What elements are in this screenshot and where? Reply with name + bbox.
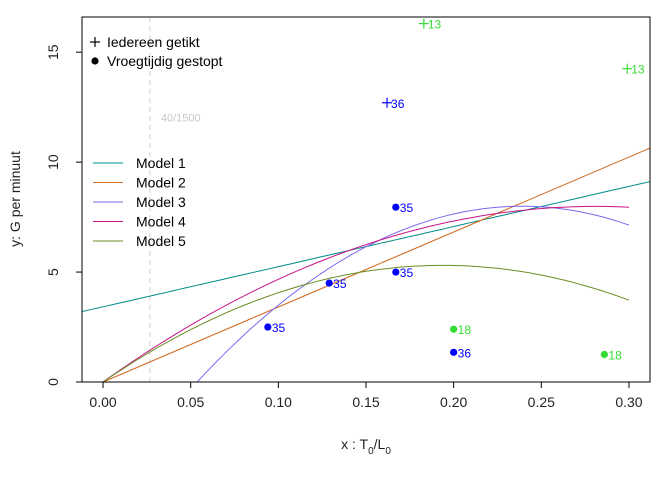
- y-axis-label: y: G per minuut: [7, 151, 23, 247]
- legend-model-label: Model 3: [136, 194, 186, 210]
- x-tick-label: 0.00: [89, 394, 116, 410]
- y-tick-label: 0: [45, 378, 61, 386]
- dot-marker: [392, 268, 400, 276]
- y-tick-label: 10: [45, 154, 61, 170]
- x-axis: 0.00 0.05 0.10 0.15 0.20 0.25 0.30: [89, 382, 643, 410]
- legend-model-label: Model 1: [136, 155, 186, 171]
- model-curves: [82, 147, 650, 382]
- legend-model-label: Model 5: [136, 233, 186, 249]
- point-label: 13: [631, 63, 645, 77]
- svg-text:x : T0/L0: x : T0/L0: [341, 436, 391, 457]
- legend-models: Model 1 Model 2 Model 3 Model 4 Model 5: [93, 155, 186, 249]
- data-points: 36 13 13 35 35 35 35 36 18 18: [264, 18, 645, 363]
- x-tick-label: 0.30: [615, 394, 642, 410]
- dot-marker: [392, 203, 400, 211]
- x-tick-label: 0.10: [265, 394, 292, 410]
- x-tick-label: 0.05: [177, 394, 204, 410]
- plot-background: [82, 17, 650, 382]
- x-tick-label: 0.15: [352, 394, 379, 410]
- series-line-model-2: [102, 147, 650, 382]
- legend-model-label: Model 4: [136, 214, 186, 230]
- point-label: 18: [458, 323, 472, 337]
- y-tick-label: 15: [45, 44, 61, 60]
- dot-marker: [450, 348, 458, 356]
- dot-marker: [264, 323, 272, 331]
- legend-point-types: Iedereen getikt Vroegtijdig gestopt: [90, 34, 223, 69]
- point-label: 36: [458, 346, 472, 360]
- dot-marker: [325, 279, 333, 287]
- y-axis: 0 5 10 15: [45, 44, 82, 386]
- point-label: 13: [428, 18, 442, 32]
- point-label: 35: [400, 201, 414, 215]
- point-label: 35: [400, 266, 414, 280]
- point-label: 35: [272, 321, 286, 335]
- legend-point-label: Vroegtijdig gestopt: [107, 53, 223, 69]
- x-tick-label: 0.25: [528, 394, 555, 410]
- point-label: 36: [391, 97, 405, 111]
- note-label: 40/1500: [161, 112, 201, 124]
- y-tick-label: 5: [45, 268, 61, 276]
- series-line-model-5: [102, 264, 630, 382]
- dot-marker: [600, 350, 609, 359]
- point-label: 18: [608, 349, 622, 363]
- dot-marker: [450, 325, 458, 333]
- legend-model-label: Model 2: [136, 175, 186, 191]
- x-axis-label: x : T0/L0: [341, 436, 391, 457]
- x-tick-label: 0.20: [440, 394, 467, 410]
- point-label: 35: [333, 277, 347, 291]
- legend-point-label: Iedereen getikt: [107, 34, 200, 50]
- series-line-model-4: [102, 205, 630, 382]
- legend-dot-marker: [91, 57, 99, 65]
